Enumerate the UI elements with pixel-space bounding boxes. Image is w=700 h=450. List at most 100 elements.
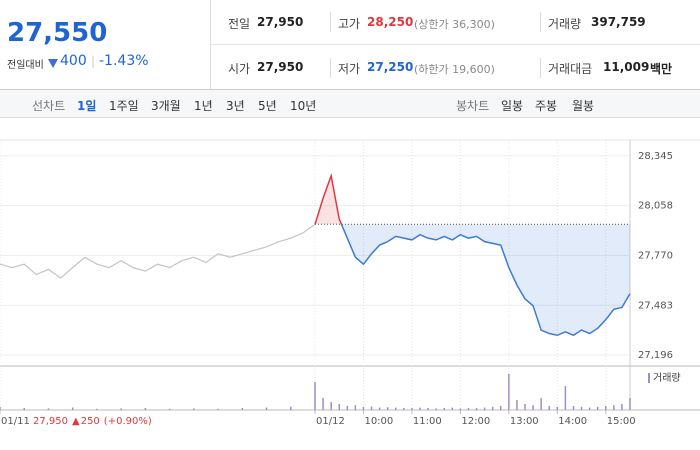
x-tick-label: 15:00 bbox=[607, 416, 636, 427]
tab[interactable]: 일봉 bbox=[501, 99, 524, 113]
stat-value: 27,250 bbox=[367, 60, 414, 74]
price: 27,550 bbox=[7, 18, 108, 48]
stat-value: 28,250 bbox=[367, 15, 414, 29]
volume-bar bbox=[524, 404, 526, 410]
volume-bar bbox=[451, 407, 454, 410]
stat-note: (상한가 36,300) bbox=[414, 18, 495, 31]
volume-bar bbox=[370, 406, 373, 410]
tab[interactable]: 3개월 bbox=[151, 99, 181, 113]
volume-bar bbox=[322, 398, 324, 410]
volume-bar bbox=[362, 406, 365, 410]
stat-value: 11,009 bbox=[603, 60, 650, 74]
volume-bar bbox=[290, 406, 292, 410]
volume-bar bbox=[354, 405, 357, 410]
tab[interactable]: 10년 bbox=[290, 99, 317, 113]
volume-bar bbox=[330, 402, 332, 410]
prev-change: 250 bbox=[81, 416, 100, 427]
x-tick-label: 14:00 bbox=[558, 416, 587, 427]
stat-label: 거래량 bbox=[548, 17, 582, 31]
volume-bar bbox=[23, 408, 25, 410]
tab[interactable]: 3년 bbox=[226, 99, 245, 113]
volume-bar bbox=[500, 406, 502, 410]
price-area bbox=[315, 175, 630, 336]
price-line bbox=[314, 172, 631, 337]
x-tick-label: 10:00 bbox=[364, 416, 393, 427]
volume-bar bbox=[540, 398, 542, 410]
quote-header: 27,550 전일대비 400 | -1.43% 전일 27,950 고가 28… bbox=[0, 0, 700, 90]
down-icon bbox=[48, 59, 58, 68]
volume-bar bbox=[217, 408, 219, 410]
tab[interactable]: 주봉 bbox=[535, 99, 558, 113]
separator: | bbox=[91, 54, 96, 68]
volume-bar bbox=[241, 408, 244, 410]
volume-bar bbox=[443, 408, 445, 410]
volume-bar bbox=[605, 406, 607, 410]
volume-bar bbox=[47, 408, 50, 410]
volume-bar bbox=[419, 407, 421, 410]
prev-change-pct: (+0.90%) bbox=[104, 416, 152, 427]
y-tick-label: 27,483 bbox=[638, 300, 673, 311]
price-box: 27,550 전일대비 400 | -1.43% bbox=[0, 0, 211, 89]
tab[interactable]: 1주일 bbox=[109, 99, 139, 113]
stat-label: 고가 bbox=[338, 17, 361, 31]
tab-group-label: 선차트 bbox=[32, 99, 66, 113]
volume-bar bbox=[572, 406, 575, 410]
row-divider bbox=[210, 44, 700, 45]
volume-bar bbox=[0, 406, 1, 410]
col-divider bbox=[540, 58, 541, 78]
volume-bar bbox=[564, 386, 567, 410]
y-tick-label: 28,058 bbox=[638, 201, 673, 212]
volume-bar bbox=[386, 407, 389, 410]
volume-bar bbox=[338, 404, 340, 410]
x-tick-label: 13:00 bbox=[510, 416, 539, 427]
volume-bar bbox=[346, 406, 349, 410]
volume-bar bbox=[467, 408, 470, 410]
change-pct: -1.43% bbox=[99, 53, 149, 69]
col-divider bbox=[330, 12, 331, 32]
stat-note: (하한가 19,600) bbox=[414, 63, 495, 76]
stat-label: 시가 bbox=[228, 62, 251, 76]
volume-bar bbox=[427, 408, 429, 410]
volume-bar bbox=[411, 408, 413, 410]
volume-bar bbox=[548, 406, 550, 410]
legend-label: 거래량 bbox=[653, 372, 681, 384]
x-tick-label: 01/11 bbox=[1, 416, 30, 427]
col-divider bbox=[540, 12, 541, 32]
x-tick-label: 11:00 bbox=[413, 416, 442, 427]
volume-bar bbox=[168, 408, 171, 410]
volume-bar bbox=[314, 382, 316, 410]
prev-day-line bbox=[0, 223, 316, 279]
volume-bar bbox=[532, 405, 534, 410]
stat-label: 저가 bbox=[338, 62, 361, 76]
volume-bar bbox=[193, 408, 195, 410]
tab[interactable]: 5년 bbox=[258, 99, 277, 113]
volume-bar bbox=[71, 407, 74, 410]
volume-bar bbox=[459, 408, 462, 410]
prev-close: 27,950 bbox=[33, 416, 68, 427]
volume-bar bbox=[120, 408, 122, 410]
volume-bar bbox=[403, 408, 405, 410]
tab[interactable]: 1년 bbox=[194, 99, 213, 113]
volume-bar bbox=[596, 406, 599, 410]
legend-marker bbox=[648, 373, 650, 383]
volume-bar bbox=[629, 398, 631, 410]
volume-bar bbox=[435, 408, 437, 410]
stat-value: 27,950 bbox=[257, 15, 304, 29]
stat-value: 397,759 bbox=[591, 15, 646, 29]
tab[interactable]: 월봉 bbox=[572, 99, 595, 113]
volume-bar bbox=[580, 406, 583, 410]
volume-bar bbox=[96, 408, 98, 410]
volume-bar bbox=[508, 374, 510, 410]
tab-bar: 선차트 1일 1주일 3개월 1년 3년 5년 10년 봉차트 일봉 주봉 월봉 bbox=[0, 90, 700, 118]
volume-bar bbox=[588, 407, 591, 410]
volume-bar bbox=[621, 404, 623, 410]
tab[interactable]: 1일 bbox=[77, 99, 97, 113]
stat-label: 거래대금 bbox=[548, 62, 593, 76]
change-label: 전일대비 bbox=[7, 60, 44, 71]
stat-value: 27,950 bbox=[257, 60, 304, 74]
up-icon: ▲ bbox=[72, 416, 80, 427]
prev-summary: 27,950 ▲250 (+0.90%) bbox=[33, 416, 152, 427]
volume-bar bbox=[395, 407, 397, 410]
